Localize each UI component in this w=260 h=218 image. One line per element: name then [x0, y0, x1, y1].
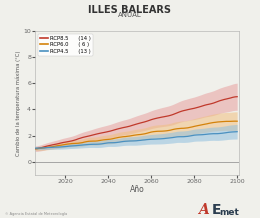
Y-axis label: Cambio de la temperatura máxima (°C): Cambio de la temperatura máxima (°C) [15, 50, 21, 156]
Text: ANUAL: ANUAL [118, 12, 142, 18]
Text: E: E [212, 203, 222, 217]
Text: met: met [220, 208, 239, 217]
Legend: RCP8.5      (14 ), RCP6.0      ( 6 ), RCP4.5      (13 ): RCP8.5 (14 ), RCP6.0 ( 6 ), RCP4.5 (13 ) [38, 34, 93, 56]
Text: A: A [198, 203, 208, 217]
Text: © Agencia Estatal de Meteorología: © Agencia Estatal de Meteorología [5, 212, 67, 216]
X-axis label: Año: Año [130, 185, 145, 194]
Text: ILLES BALEARS: ILLES BALEARS [88, 5, 172, 15]
